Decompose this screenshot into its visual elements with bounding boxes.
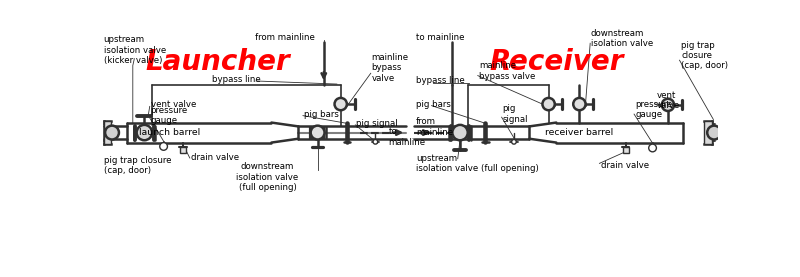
Text: from mainline: from mainline: [255, 33, 315, 42]
Text: bypass line: bypass line: [212, 75, 261, 84]
Text: pig trap closure
(cap, door): pig trap closure (cap, door): [103, 156, 171, 175]
Circle shape: [649, 144, 657, 152]
Text: downstream
isolation valve: downstream isolation valve: [591, 29, 654, 48]
Circle shape: [310, 126, 325, 140]
Text: to mainline: to mainline: [416, 33, 465, 42]
Text: to
mainline: to mainline: [389, 127, 426, 147]
Circle shape: [707, 126, 721, 140]
Text: pig trap
closure
(cap, door): pig trap closure (cap, door): [681, 41, 728, 70]
Text: pig
signal: pig signal: [502, 104, 528, 124]
Circle shape: [373, 140, 378, 144]
Text: pressure
gauge: pressure gauge: [150, 106, 188, 125]
Text: mainline
bypass valve: mainline bypass valve: [479, 61, 536, 81]
Circle shape: [574, 98, 586, 110]
Text: vent
valve: vent valve: [657, 91, 680, 110]
Bar: [704, 121, 712, 144]
Text: from
mainline: from mainline: [416, 117, 454, 137]
Circle shape: [160, 143, 167, 150]
Circle shape: [137, 125, 152, 140]
Text: bypass line: bypass line: [416, 76, 465, 86]
Text: downstream
isolation valve
(full opening): downstream isolation valve (full opening…: [237, 162, 298, 192]
Text: upstream
isolation valve
(kicker valve): upstream isolation valve (kicker valve): [103, 35, 166, 65]
Text: pressure
gauge: pressure gauge: [636, 100, 673, 119]
Text: receiver barrel: receiver barrel: [546, 128, 614, 137]
Text: mainline
bypass
valve: mainline bypass valve: [371, 53, 409, 83]
Circle shape: [542, 98, 554, 110]
Circle shape: [452, 125, 468, 140]
Bar: [103, 121, 111, 144]
Text: Receiver: Receiver: [489, 48, 623, 76]
Text: pig bars: pig bars: [304, 110, 338, 119]
Text: upstream
isolation valve (full opening): upstream isolation valve (full opening): [416, 154, 539, 173]
Text: launch barrel: launch barrel: [139, 128, 200, 137]
Bar: [180, 147, 186, 153]
Text: drain valve: drain valve: [190, 153, 238, 163]
Text: pig bars: pig bars: [416, 99, 451, 109]
Text: vent valve: vent valve: [150, 99, 196, 109]
Bar: [622, 147, 629, 153]
Circle shape: [334, 98, 347, 110]
Text: drain valve: drain valve: [601, 161, 649, 170]
Circle shape: [512, 140, 516, 144]
Circle shape: [105, 126, 119, 140]
Circle shape: [662, 99, 674, 111]
Text: Launcher: Launcher: [145, 48, 290, 76]
Text: pig signal: pig signal: [356, 119, 398, 128]
